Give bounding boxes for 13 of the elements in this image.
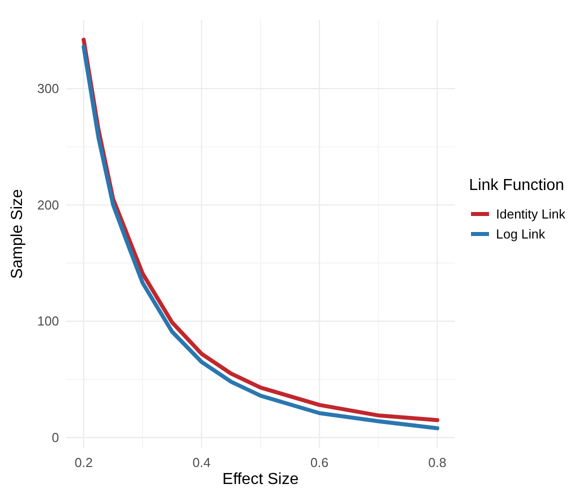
- y-axis-title: Sample Size: [9, 188, 26, 279]
- legend-title: Link Function: [469, 177, 564, 194]
- x-tick-label: 0.2: [74, 455, 93, 470]
- legend-label: Log Link: [496, 226, 546, 242]
- y-tick-label: 100: [37, 314, 59, 329]
- legend-label: Identity Link: [496, 206, 566, 222]
- x-tick-label: 0.4: [192, 455, 211, 470]
- y-tick-label: 0: [52, 430, 59, 446]
- y-tick-label: 200: [37, 197, 59, 212]
- x-tick-label: 0.8: [428, 455, 446, 470]
- x-tick-label: 0.6: [310, 455, 328, 470]
- x-axis-title: Effect Size: [222, 471, 299, 488]
- y-tick-label: 300: [37, 81, 59, 96]
